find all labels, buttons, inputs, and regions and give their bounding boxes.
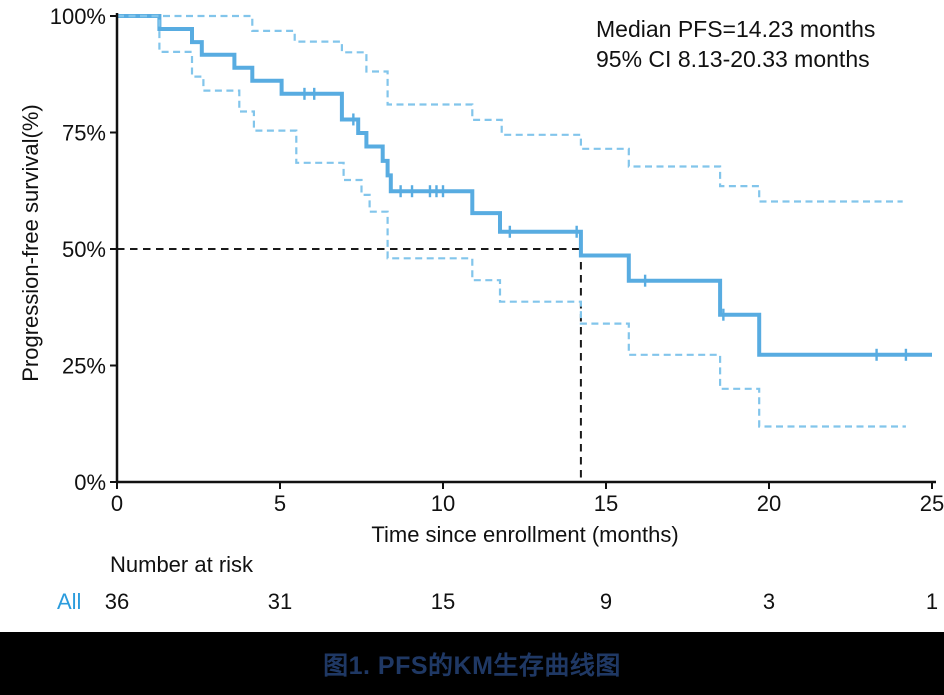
risk-count-value: 15 xyxy=(430,589,456,614)
risk-count-value: 9 xyxy=(599,589,613,614)
risk-group-label-all: All xyxy=(57,589,82,614)
ci-upper-curve xyxy=(117,14,903,203)
risk-count-value: 3 xyxy=(762,589,776,614)
risk-count-value: 1 xyxy=(925,589,939,614)
caption-band: 图1. PFS的KM生存曲线图 xyxy=(0,632,944,695)
km-plot-area: 0 5 10 15 20 25 0% 25% 50% 75% 100% xyxy=(50,4,944,516)
median-annotation: Median PFS=14.23 months 95% CI 8.13-20.3… xyxy=(596,14,875,74)
x-tick-label: 0 xyxy=(111,491,123,516)
y-tick-label: 0% xyxy=(74,470,106,495)
x-tick-label: 15 xyxy=(594,491,618,516)
risk-count-value: 36 xyxy=(104,589,130,614)
x-tick-label: 25 xyxy=(920,491,944,516)
y-tick-label: 100% xyxy=(50,4,106,29)
x-tick-label: 10 xyxy=(431,491,455,516)
ci-lower-curve xyxy=(117,14,906,428)
median-annotation-line2: 95% CI 8.13-20.33 months xyxy=(596,46,870,72)
x-tick-label: 20 xyxy=(757,491,781,516)
y-tick-label: 25% xyxy=(62,354,106,379)
risk-count-value: 31 xyxy=(267,589,293,614)
figure-caption: 图1. PFS的KM生存曲线图 xyxy=(323,651,621,680)
x-tick-label: 5 xyxy=(274,491,286,516)
number-at-risk-header: Number at risk xyxy=(110,552,254,577)
number-at-risk-row: 36 31 15 9 3 1 xyxy=(0,589,944,617)
x-axis-title: Time since enrollment (months) xyxy=(371,522,679,547)
km-curve-main xyxy=(117,14,932,357)
y-tick-label: 75% xyxy=(62,121,106,146)
y-axis-title: Progression-free survival(%) xyxy=(18,104,43,382)
median-annotation-line1: Median PFS=14.23 months xyxy=(596,16,876,42)
y-tick-label: 50% xyxy=(62,237,106,262)
